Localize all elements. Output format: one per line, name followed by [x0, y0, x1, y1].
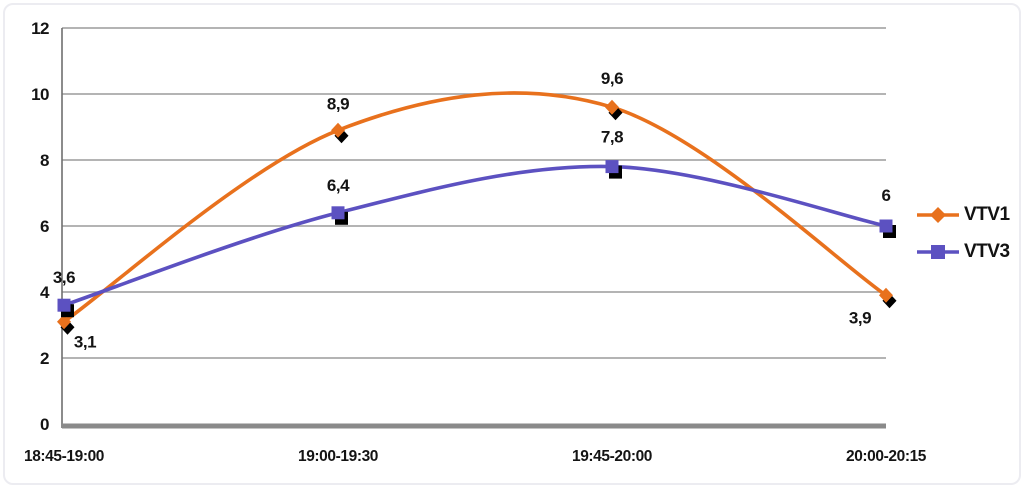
- y-axis-tick-label: 2: [40, 349, 49, 368]
- vtv1-line-diamond-icon: [917, 207, 959, 223]
- x-axis-label: 19:45-20:00: [572, 448, 652, 465]
- x-axis-label: 19:00-19:30: [298, 448, 378, 465]
- vtv1-data-label: 9,6: [601, 69, 623, 88]
- vtv1-marker: [879, 287, 893, 303]
- vtv1-marker: [57, 314, 71, 330]
- vtv3-data-label: 6,4: [327, 176, 350, 195]
- y-axis-tick-label: 4: [40, 283, 50, 302]
- legend-item-vtv3: VTV3: [916, 241, 1010, 263]
- vtv3-marker: [57, 298, 71, 312]
- vtv3-data-label: 3,6: [53, 268, 75, 287]
- vtv3-marker: [605, 160, 619, 174]
- legend-label-vtv3: VTV3: [964, 241, 1010, 262]
- x-axis-label: 20:00-20:15: [846, 448, 927, 465]
- y-axis-tick-label: 8: [40, 151, 49, 170]
- y-axis-tick-label: 12: [31, 19, 49, 38]
- y-axis-tick-label: 6: [40, 217, 49, 236]
- vtv1-data-label: 8,9: [327, 94, 349, 113]
- vtv1-data-label: 3,1: [74, 333, 96, 352]
- x-axis-label: 18:45-19:00: [24, 448, 104, 465]
- legend-item-vtv1: VTV1: [916, 204, 1010, 226]
- y-axis-tick-label: 0: [40, 415, 49, 434]
- legend-label-vtv1: VTV1: [964, 204, 1010, 225]
- vtv3-marker: [879, 219, 893, 233]
- vtv3-data-label: 7,8: [601, 128, 623, 147]
- x-axis-baseline: [62, 423, 886, 429]
- vtv3-line-square-icon: [917, 245, 959, 259]
- vtv3-line: [62, 164, 888, 307]
- vtv3-marker: [331, 206, 345, 220]
- chart-legend: VTV1 VTV3: [916, 204, 1010, 263]
- vtv1-marker: [331, 122, 345, 138]
- vtv1-line: [62, 91, 888, 324]
- vtv1-data-label: 3,9: [849, 308, 871, 327]
- vtv3-data-label: 6: [882, 186, 891, 205]
- chart-card: [3, 3, 1021, 485]
- vtv1-marker: [605, 99, 619, 115]
- y-axis-tick-label: 10: [31, 85, 49, 104]
